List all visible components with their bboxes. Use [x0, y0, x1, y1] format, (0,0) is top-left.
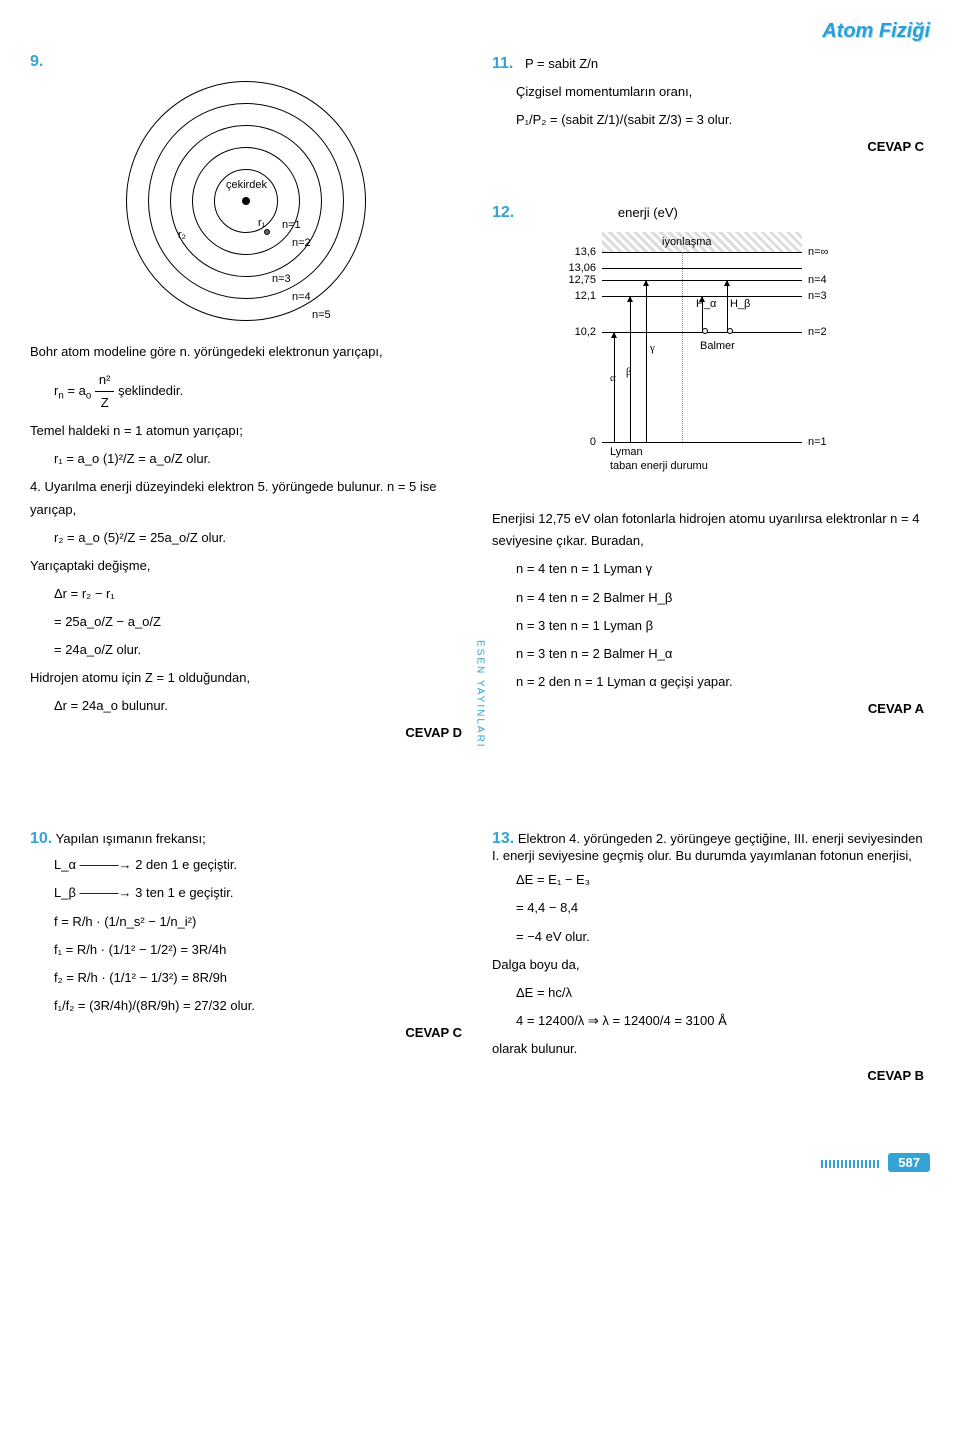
q13-l7: 4 = 12400/λ ⇒ λ = 12400/4 = 3100 Å: [492, 1010, 924, 1032]
q9-eq-r2: r₂ = a_o (5)²/Z = 25a_o/Z olur.: [30, 527, 462, 549]
label-r2: r₂: [178, 229, 186, 241]
n-inf: n=∞: [808, 246, 828, 258]
q10: 10. Yapılan ışımanın frekansı; L_α ———→ …: [30, 830, 462, 1113]
n2: n=2: [808, 326, 827, 338]
q9-text11: Hidrojen atomu için Z = 1 olduğundan,: [30, 667, 462, 689]
q12-t1: Enerjisi 12,75 eV olan fotonlarla hidroj…: [492, 508, 924, 552]
q13-l5: Dalga boyu da,: [492, 954, 924, 976]
txt: şeklindedir.: [118, 383, 183, 398]
label-n2: n=2: [292, 237, 311, 249]
label-n3: n=3: [272, 273, 291, 285]
q12-row4: n = 2 den n = 1 Lyman α geçişi yapar.: [492, 671, 924, 693]
beta-label: β: [626, 366, 632, 378]
gamma-label: γ: [650, 342, 655, 354]
ev-13-06: 13,06: [556, 262, 596, 274]
ha-label: H_α: [696, 298, 716, 310]
q12-answer: CEVAP A: [492, 701, 924, 716]
q13-l4: = −4 eV olur.: [492, 926, 924, 948]
energy-title: enerji (eV): [618, 205, 678, 220]
txt: Z: [95, 392, 115, 414]
n3: n=3: [808, 290, 827, 302]
alpha-label: α: [610, 372, 616, 384]
bottom-row: 10. Yapılan ışımanın frekansı; L_α ———→ …: [30, 830, 930, 1113]
q12-row1: n = 4 ten n = 2 Balmer H_β: [492, 587, 924, 609]
page-header: Atom Fiziği: [30, 20, 930, 43]
q9-text5: 4. Uyarılma enerji düzeyindeki elektron …: [30, 476, 462, 520]
ev-13-6: 13,6: [556, 246, 596, 258]
q13-l6: ΔE = hc/λ: [492, 982, 924, 1004]
q13: 13. Elektron 4. yörüngeden 2. yörüngeye …: [492, 830, 924, 1113]
ev-10-2: 10,2: [556, 326, 596, 338]
q10-l3: L_β ———→ 3 ten 1 e geçiştir.: [30, 882, 462, 904]
iyon-label: iyonlaşma: [662, 236, 712, 248]
q10-l1: Yapılan ışımanın frekansı;: [56, 831, 206, 846]
label-r1: r₁: [258, 217, 265, 229]
ev-12-1: 12,1: [556, 290, 596, 302]
q10-l7: f₁/f₂ = (3R/4h)/(8R/9h) = 27/32 olur.: [30, 995, 462, 1017]
q11-l2: Çizgisel momentumların oranı,: [492, 81, 924, 103]
q10-number: 10.: [30, 830, 52, 847]
q10-l5: f₁ = R/h · (1/1² − 1/2²) = 3R/4h: [30, 939, 462, 961]
page-number: 587: [888, 1153, 930, 1172]
q13-answer: CEVAP B: [492, 1068, 924, 1083]
ev-12-75: 12,75: [556, 274, 596, 286]
q9-answer: CEVAP D: [30, 725, 462, 740]
q10-l4: f = R/h · (1/n_s² − 1/n_i²): [30, 911, 462, 933]
q9-eq-dr1: Δr = r₂ − r₁: [30, 583, 462, 605]
q9-eq-dr3: = 24a_o/Z olur.: [30, 639, 462, 661]
n1: n=1: [808, 436, 827, 448]
txt: o: [86, 391, 91, 402]
q10-l2: L_α ———→ 2 den 1 e geçiştir.: [30, 854, 462, 876]
q9-text7: Yarıçaptaki değişme,: [30, 555, 462, 577]
txt: = a: [64, 383, 86, 398]
q9-text1: Bohr atom modeline göre n. yörüngedeki e…: [30, 341, 462, 363]
q9-eq-final: Δr = 24a_o bulunur.: [30, 695, 462, 717]
lyman-label: Lyman: [610, 446, 643, 458]
q11-l3: P₁/P₂ = (sabit Z/1)/(sabit Z/3) = 3 olur…: [492, 109, 924, 131]
q12-row3: n = 3 ten n = 2 Balmer H_α: [492, 643, 924, 665]
q9-eq-dr2: = 25a_o/Z − a_o/Z: [30, 611, 462, 633]
q11: 11. P = sabit Z/n Çizgisel momentumların…: [492, 53, 924, 154]
q12-number: 12.: [492, 204, 514, 221]
txt: n²: [95, 369, 115, 392]
ev-0: 0: [556, 436, 596, 448]
n4: n=4: [808, 274, 827, 286]
q9-text3: Temel haldeki n = 1 atomun yarıçapı;: [30, 420, 462, 442]
q11-number: 11.: [492, 55, 513, 72]
page-footer: 587: [30, 1153, 930, 1172]
label-n4: n=4: [292, 291, 311, 303]
label-cekirdek: çekirdek: [226, 179, 267, 191]
taban-label: taban enerji durumu: [610, 460, 708, 472]
q13-l8: olarak bulunur.: [492, 1038, 924, 1060]
q13-l1: Elektron 4. yörüngeden 2. yörüngeye geçt…: [492, 831, 923, 863]
q9-number: 9.: [30, 53, 43, 70]
balmer-label: Balmer: [700, 340, 735, 352]
hb-label: H_β: [730, 298, 750, 310]
q13-l2: ΔE = E₁ − E₃: [492, 869, 924, 891]
label-n1: n=1: [282, 219, 301, 231]
q12: 12. enerji (eV) iyonlaşma 13,6 13,06 12,…: [492, 204, 924, 716]
bohr-orbit-diagram: çekirdek r₁ r₂ n=1 n=2 n=3 n=4 n=5: [126, 81, 366, 321]
q12-row0: n = 4 ten n = 1 Lyman γ: [492, 558, 924, 580]
q9-eq-rn: rn = ao n²Z şeklindedir.: [30, 369, 462, 414]
q13-l3: = 4,4 − 8,4: [492, 897, 924, 919]
publisher-vertical: ESEN YAYINLARI: [475, 640, 486, 749]
q11-answer: CEVAP C: [492, 139, 924, 154]
label-n5: n=5: [312, 309, 331, 321]
energy-level-diagram: iyonlaşma 13,6 13,06 12,75 12,1 10,2 0 n…: [552, 232, 872, 492]
footer-stripes-icon: [821, 1160, 881, 1168]
q12-row2: n = 3 ten n = 1 Lyman β: [492, 615, 924, 637]
q9: 9. çekirdek r₁ r₂ n=1 n=2 n=3 n=4 n=5 Bo…: [30, 53, 462, 770]
q9-eq-r1: r₁ = a_o (1)²/Z = a_o/Z olur.: [30, 448, 462, 470]
q10-answer: CEVAP C: [30, 1025, 462, 1040]
q13-number: 13.: [492, 830, 514, 847]
right-top: 11. P = sabit Z/n Çizgisel momentumların…: [492, 53, 924, 770]
q10-l6: f₂ = R/h · (1/1² − 1/3²) = 8R/9h: [30, 967, 462, 989]
q11-l1: P = sabit Z/n: [525, 56, 598, 71]
